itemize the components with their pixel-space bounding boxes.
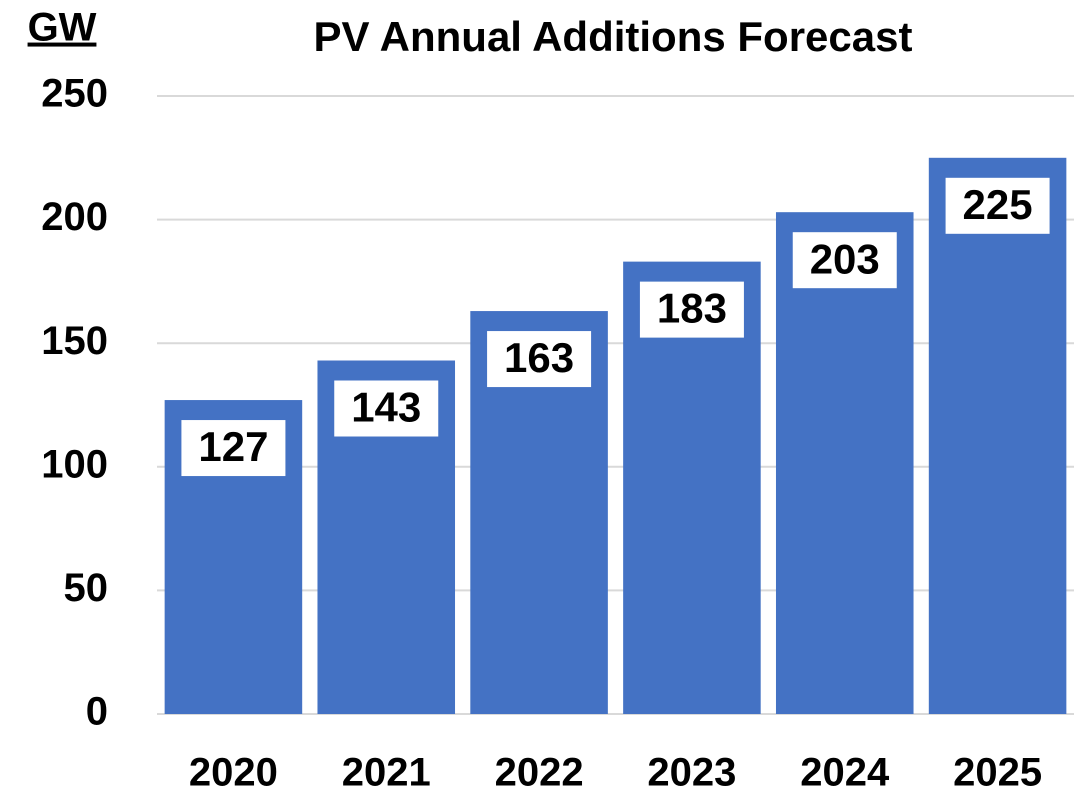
x-tick-label: 2023	[647, 751, 736, 795]
x-tick-label: 2022	[495, 751, 584, 795]
data-label-box	[792, 232, 897, 289]
data-label: 225	[963, 181, 1033, 228]
x-tick-label: 2021	[342, 751, 431, 795]
data-label: 203	[810, 235, 880, 282]
data-label-box	[181, 420, 286, 477]
chart-title: PV Annual Additions Forecast	[314, 13, 913, 60]
x-tick-label: 2025	[953, 751, 1042, 795]
data-label-box	[487, 331, 592, 388]
y-tick-label: 150	[41, 319, 108, 363]
data-label: 143	[351, 384, 421, 431]
y-tick-label: 100	[41, 442, 108, 486]
x-tick-label: 2020	[189, 751, 278, 795]
bar	[775, 212, 914, 714]
y-tick-label: 0	[86, 690, 108, 734]
data-label: 163	[504, 334, 574, 381]
data-label-box	[639, 281, 744, 338]
y-tick-label: 50	[64, 566, 109, 610]
y-tick-label: 200	[41, 195, 108, 239]
bar	[928, 157, 1067, 715]
y-axis-label: GW	[28, 6, 97, 50]
data-label: 183	[657, 285, 727, 332]
y-tick-label: 250	[41, 72, 108, 116]
data-label-box	[334, 380, 439, 437]
data-label: 127	[198, 423, 268, 470]
data-label-box	[945, 177, 1050, 234]
x-tick-label: 2024	[800, 751, 890, 795]
